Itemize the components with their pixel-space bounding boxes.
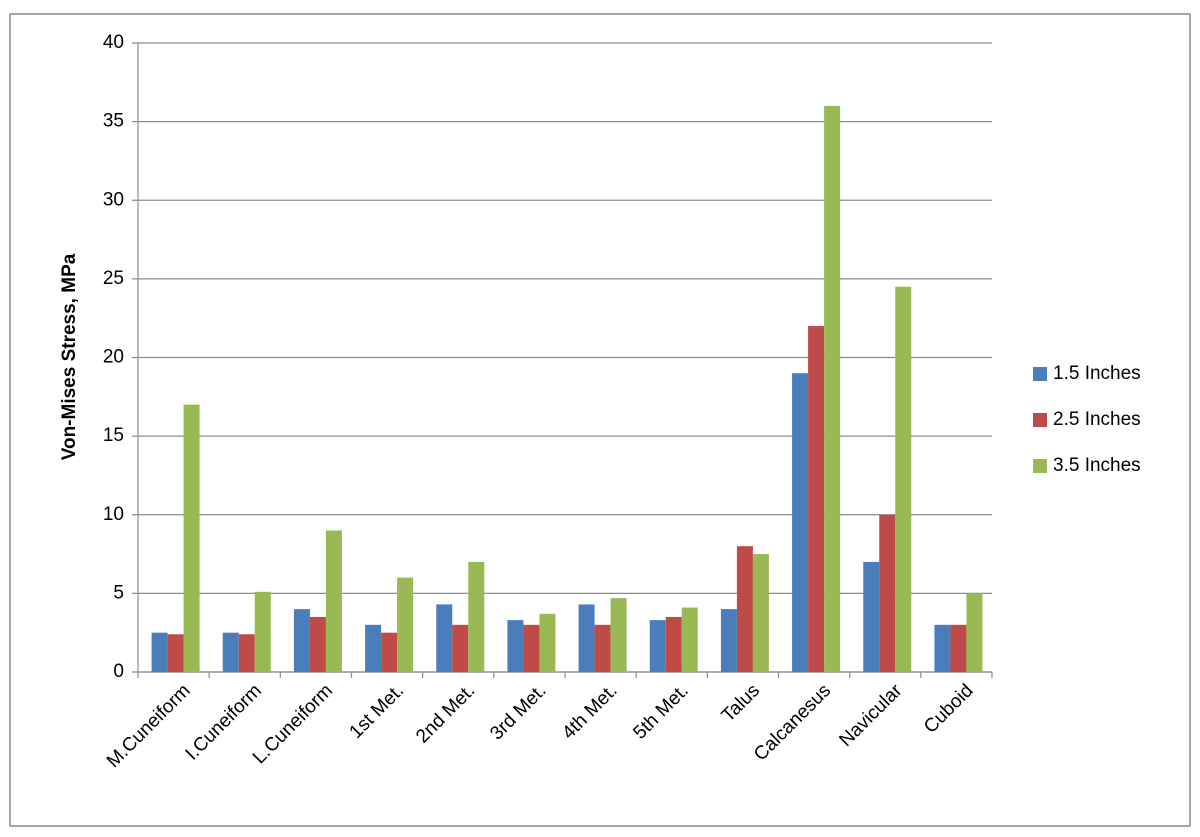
bar bbox=[325, 530, 342, 672]
bar bbox=[610, 598, 627, 672]
bar bbox=[397, 577, 414, 672]
bar bbox=[824, 105, 841, 672]
bar bbox=[681, 607, 698, 672]
bar bbox=[309, 616, 326, 672]
bar bbox=[863, 561, 880, 672]
y-tick-label: 40 bbox=[103, 32, 124, 53]
y-tick-label: 0 bbox=[113, 661, 124, 682]
bar bbox=[966, 593, 983, 672]
bar bbox=[167, 634, 184, 672]
y-tick-label: 30 bbox=[103, 189, 124, 210]
bar bbox=[736, 546, 753, 672]
bar bbox=[934, 624, 951, 672]
y-tick-label: 25 bbox=[103, 268, 124, 289]
bar bbox=[792, 373, 809, 672]
bar bbox=[507, 620, 524, 672]
bar bbox=[539, 613, 556, 672]
bar bbox=[752, 554, 769, 672]
bar bbox=[950, 624, 967, 672]
y-tick-label: 15 bbox=[103, 425, 124, 446]
bar bbox=[879, 514, 896, 672]
bar bbox=[293, 609, 310, 672]
y-tick-label: 35 bbox=[103, 111, 124, 132]
y-tick-label: 5 bbox=[113, 582, 124, 603]
bar bbox=[895, 286, 912, 672]
bar bbox=[436, 604, 453, 672]
bar bbox=[594, 624, 611, 672]
bar bbox=[365, 624, 382, 672]
bar bbox=[381, 632, 398, 672]
bar bbox=[808, 326, 825, 672]
bar bbox=[238, 634, 255, 672]
chart-border bbox=[9, 13, 1191, 827]
bar bbox=[578, 604, 595, 672]
legend-label: 2.5 Inches bbox=[1053, 409, 1141, 430]
bar bbox=[665, 616, 682, 672]
bar bbox=[254, 591, 271, 672]
bar bbox=[468, 561, 485, 672]
legend-swatch bbox=[1033, 367, 1047, 381]
y-tick-label: 20 bbox=[103, 347, 124, 368]
bar bbox=[183, 404, 200, 672]
bar bbox=[151, 632, 168, 672]
bar bbox=[452, 624, 469, 672]
legend-label: 1.5 Inches bbox=[1053, 363, 1141, 384]
bar bbox=[222, 632, 239, 672]
legend-label: 3.5 Inches bbox=[1053, 455, 1141, 476]
bar bbox=[649, 620, 666, 672]
legend-swatch bbox=[1033, 459, 1047, 473]
legend-swatch bbox=[1033, 413, 1047, 427]
y-axis-label: Von-Mises Stress, MPa bbox=[59, 253, 80, 460]
y-tick-label: 10 bbox=[103, 504, 124, 525]
bar bbox=[720, 609, 737, 672]
bar bbox=[523, 624, 540, 672]
